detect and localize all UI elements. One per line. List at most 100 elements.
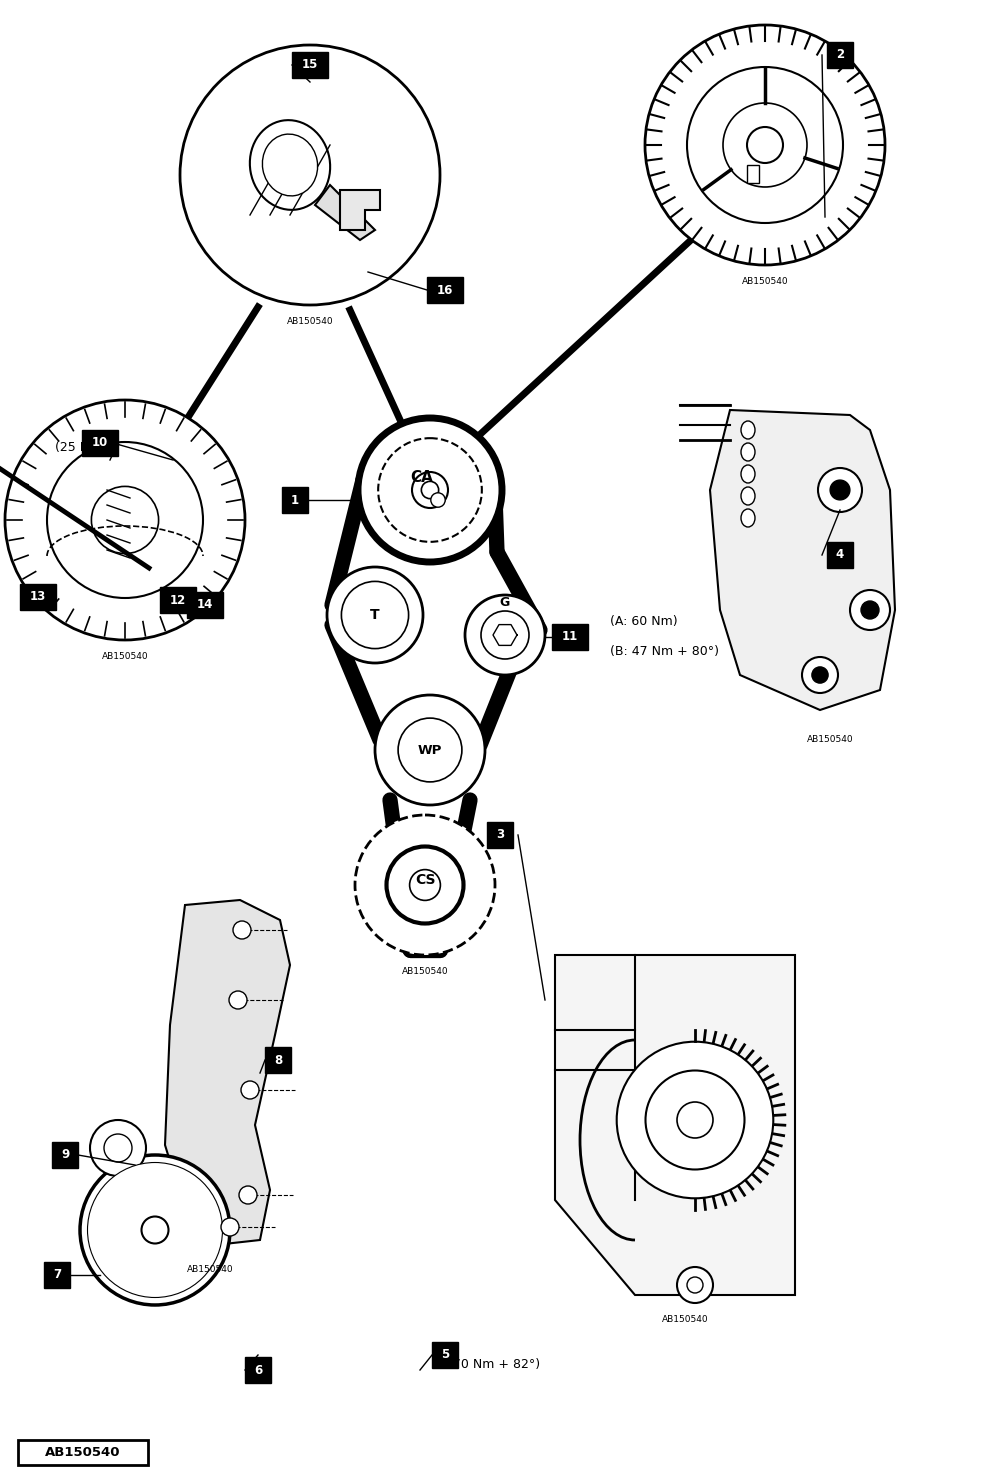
Ellipse shape: [741, 421, 755, 439]
Text: 3: 3: [496, 829, 504, 841]
FancyBboxPatch shape: [160, 587, 196, 613]
Text: 1: 1: [291, 494, 299, 507]
Circle shape: [387, 847, 463, 924]
Circle shape: [95, 1171, 215, 1290]
Text: CA: CA: [411, 470, 434, 485]
Circle shape: [102, 1178, 207, 1283]
Ellipse shape: [741, 508, 755, 528]
FancyBboxPatch shape: [487, 822, 513, 848]
Text: 12: 12: [170, 594, 186, 606]
Circle shape: [677, 1103, 713, 1138]
Text: 9: 9: [61, 1148, 69, 1162]
Circle shape: [180, 44, 440, 304]
FancyBboxPatch shape: [82, 430, 118, 457]
Circle shape: [818, 469, 862, 511]
FancyBboxPatch shape: [265, 1046, 291, 1073]
Circle shape: [341, 581, 409, 649]
Circle shape: [412, 471, 448, 508]
Text: AB150540: AB150540: [287, 316, 333, 327]
Circle shape: [687, 1277, 703, 1293]
Text: AB150540: AB150540: [46, 1445, 121, 1459]
Polygon shape: [340, 191, 380, 231]
Text: 8: 8: [274, 1054, 282, 1067]
Circle shape: [87, 1163, 222, 1298]
Circle shape: [802, 658, 838, 693]
Text: 4: 4: [836, 548, 844, 562]
Circle shape: [358, 418, 502, 562]
Text: 6: 6: [254, 1364, 262, 1376]
Circle shape: [327, 568, 423, 664]
FancyBboxPatch shape: [292, 52, 328, 78]
Text: (A: 60 Nm): (A: 60 Nm): [610, 615, 678, 628]
Text: T: T: [370, 607, 380, 622]
Ellipse shape: [741, 486, 755, 505]
Ellipse shape: [741, 466, 755, 483]
Text: 14: 14: [196, 599, 213, 612]
Circle shape: [233, 921, 251, 939]
Circle shape: [398, 718, 462, 782]
Text: WP: WP: [418, 743, 442, 757]
Circle shape: [241, 1080, 259, 1100]
Ellipse shape: [263, 134, 317, 197]
Circle shape: [645, 25, 885, 265]
Text: G: G: [500, 596, 510, 609]
Text: 10: 10: [92, 436, 108, 449]
Bar: [747, 166, 759, 183]
FancyBboxPatch shape: [52, 1142, 78, 1168]
Text: AB150540: AB150540: [806, 735, 853, 743]
Circle shape: [117, 1193, 192, 1268]
Text: (25 Nm): (25 Nm): [55, 442, 106, 455]
Circle shape: [5, 401, 245, 640]
Ellipse shape: [250, 120, 330, 210]
Text: 7: 7: [53, 1268, 62, 1281]
Circle shape: [91, 486, 159, 554]
Circle shape: [723, 103, 807, 188]
Circle shape: [142, 1216, 169, 1243]
Circle shape: [110, 1185, 200, 1276]
Circle shape: [80, 1154, 230, 1305]
FancyBboxPatch shape: [44, 1262, 70, 1287]
FancyBboxPatch shape: [427, 276, 463, 303]
Circle shape: [747, 127, 783, 163]
Circle shape: [90, 1120, 146, 1176]
Text: (B: 47 Nm + 80°): (B: 47 Nm + 80°): [610, 644, 719, 658]
FancyBboxPatch shape: [20, 584, 56, 610]
Circle shape: [378, 437, 482, 542]
Circle shape: [687, 67, 843, 223]
Polygon shape: [315, 185, 375, 239]
Circle shape: [431, 492, 445, 507]
Polygon shape: [165, 900, 290, 1244]
Text: 16: 16: [436, 284, 453, 297]
Circle shape: [221, 1218, 239, 1236]
Circle shape: [811, 667, 828, 683]
Circle shape: [239, 1185, 257, 1205]
Polygon shape: [555, 955, 795, 1295]
Text: 13: 13: [30, 591, 46, 603]
Text: CS: CS: [415, 873, 435, 887]
FancyBboxPatch shape: [245, 1357, 271, 1383]
Text: AB150540: AB150540: [186, 1265, 233, 1274]
Ellipse shape: [741, 443, 755, 461]
FancyBboxPatch shape: [552, 624, 588, 650]
FancyBboxPatch shape: [282, 486, 308, 513]
Text: (70 Nm + 82°): (70 Nm + 82°): [448, 1358, 540, 1372]
Circle shape: [465, 596, 545, 675]
Polygon shape: [710, 409, 895, 709]
Circle shape: [481, 610, 529, 659]
Circle shape: [861, 602, 879, 619]
Circle shape: [646, 1070, 745, 1169]
Circle shape: [422, 482, 438, 498]
Circle shape: [617, 1042, 774, 1199]
Text: 11: 11: [561, 631, 578, 643]
Text: 2: 2: [836, 49, 844, 62]
FancyBboxPatch shape: [432, 1342, 458, 1369]
Circle shape: [830, 480, 850, 500]
Text: AB150540: AB150540: [742, 276, 789, 287]
FancyBboxPatch shape: [18, 1440, 148, 1465]
FancyBboxPatch shape: [187, 593, 223, 618]
Circle shape: [229, 992, 247, 1009]
Circle shape: [355, 814, 495, 955]
Text: 15: 15: [302, 59, 318, 71]
Text: AB150540: AB150540: [662, 1315, 708, 1324]
Circle shape: [104, 1134, 132, 1162]
